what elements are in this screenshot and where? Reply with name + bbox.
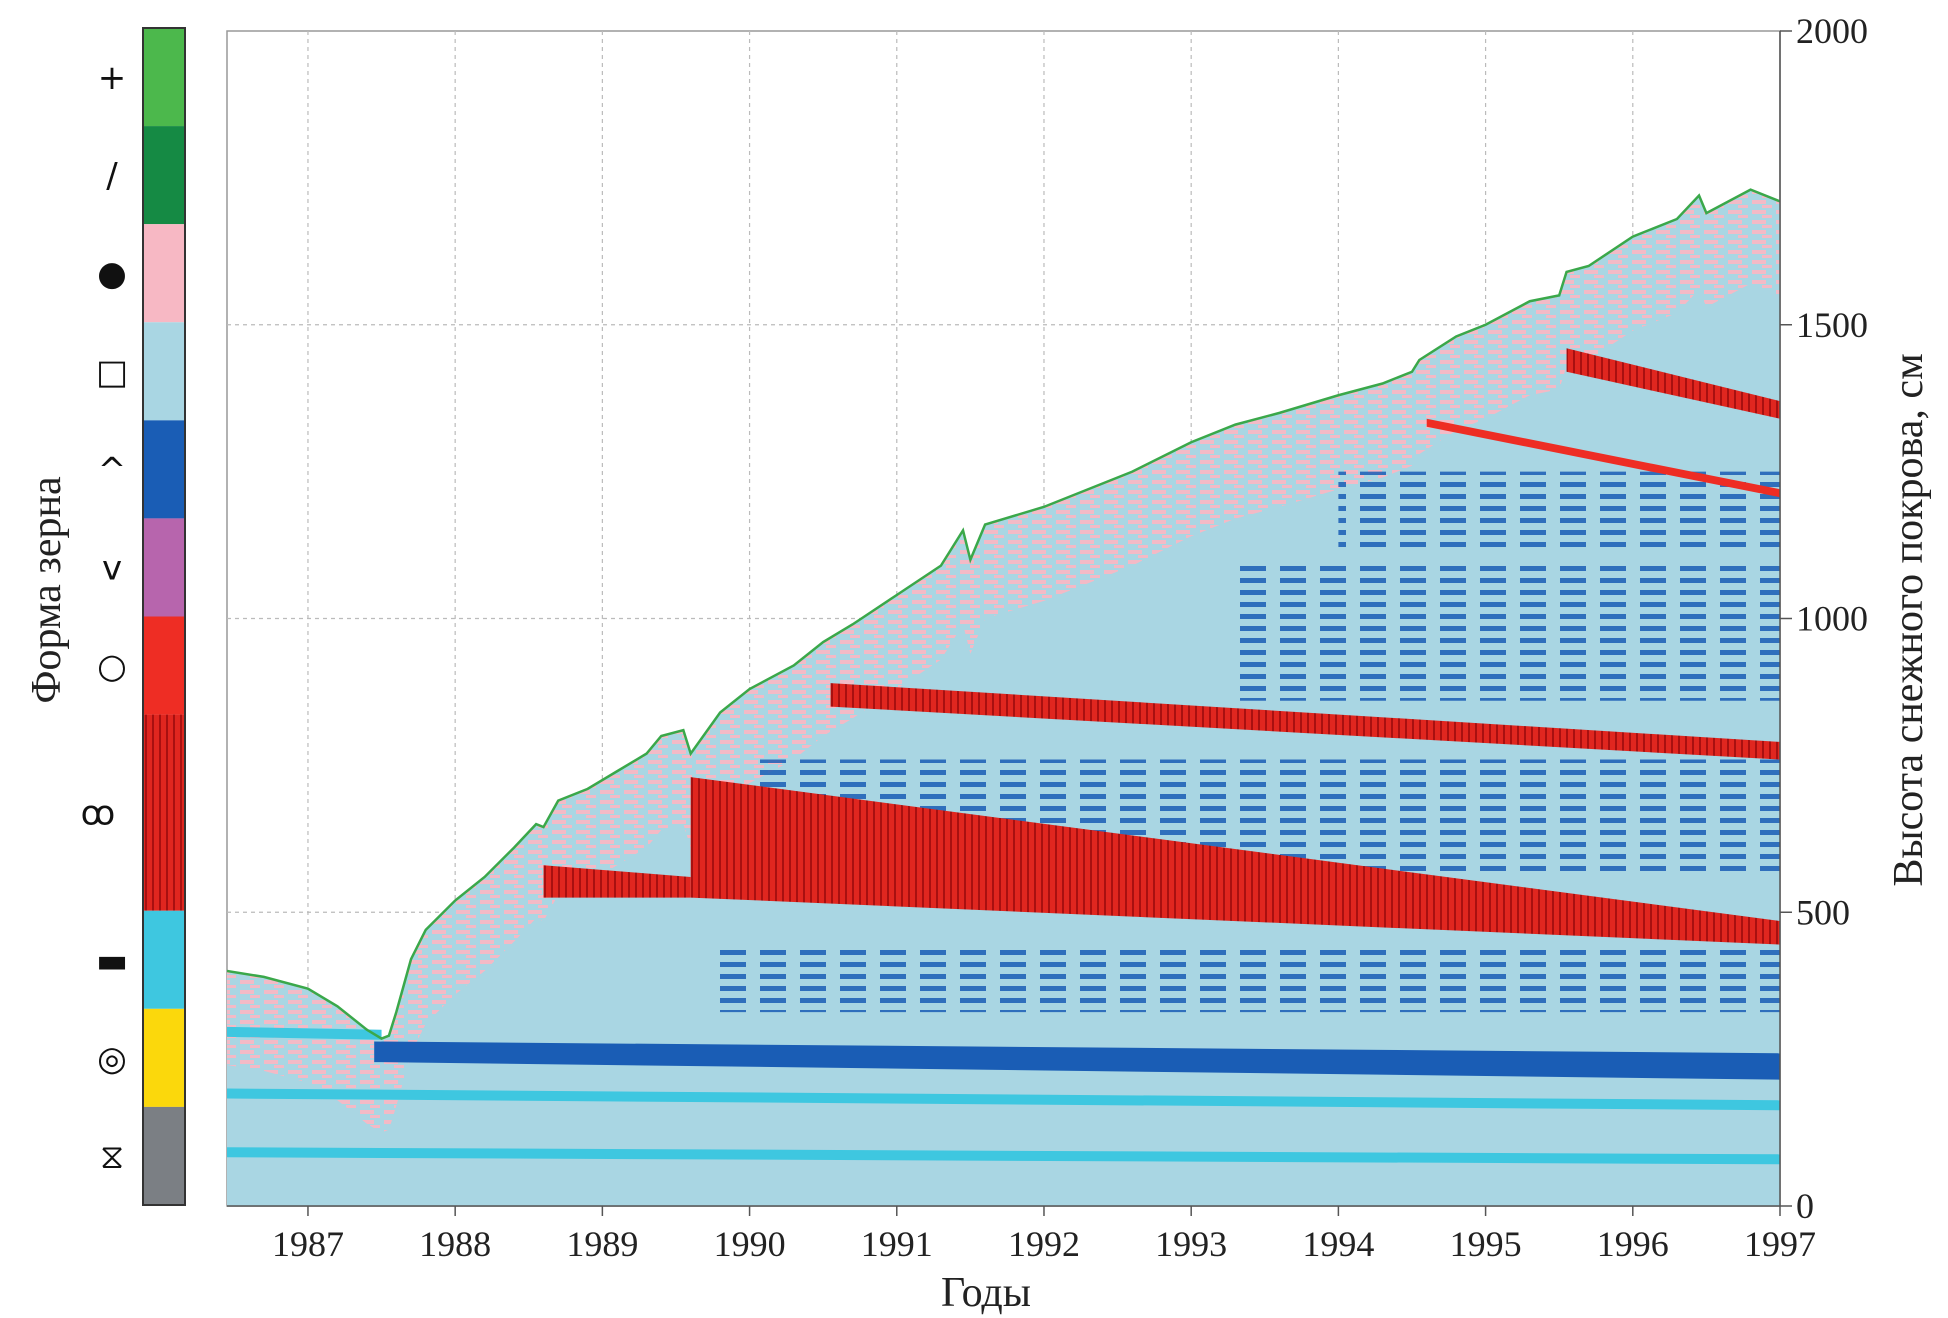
x-tick-label: 1995 [1450,1224,1522,1264]
snow-layer [690,777,1780,945]
snow-layer [374,1041,1780,1080]
colorbar-swatch [143,1008,185,1107]
colorbar-swatch [143,420,185,519]
snow-layer [1426,418,1780,498]
depth-hoar-stipple [712,947,1780,1013]
colorbar-symbol: v [102,548,122,588]
snow-layer [1566,348,1780,419]
snow-surface-line [227,188,1780,1040]
x-tick-label: 1997 [1744,1224,1816,1264]
depth-hoar-stipple [1338,471,1780,548]
colorbar-symbol: ^ [98,450,127,490]
x-tick-label: 1992 [1008,1224,1080,1264]
snow-layer [227,1088,1780,1111]
colorbar-symbol: + [98,58,127,98]
depth-hoar-stipple [1235,559,1780,701]
decomposing-band [227,189,1780,1133]
grain-shape-colorbar: + / ● □ ^ v ○ ꝏ ▬ ◎ ⧖ [81,27,186,1206]
x-tick-label: 1987 [272,1224,344,1264]
colorbar-symbol: / [106,156,118,196]
colorbar-symbol: ꝏ [81,794,116,834]
y-tick-label: 1000 [1796,599,1868,639]
snow-layer [227,1026,382,1040]
colorbar-symbol: ▬ [96,941,128,981]
x-tick-label: 1993 [1155,1224,1227,1264]
colorbar-swatch [143,224,185,323]
snow-layer [543,865,691,898]
x-tick-label: 1994 [1302,1224,1374,1264]
x-tick-label: 1989 [566,1224,638,1264]
x-tick-label: 1991 [861,1224,933,1264]
x-tick-label: 1988 [419,1224,491,1264]
y-tick-label: 1500 [1796,305,1868,345]
snow-layer [227,1147,1780,1165]
x-axis-label: Годы [941,1270,1031,1316]
colorbar-symbol: ◎ [97,1039,127,1079]
colorbar-swatch [143,28,185,127]
colorbar-frame [142,27,186,1206]
y-tick-label: 2000 [1796,11,1868,51]
snow-layers [227,188,1780,1206]
y-axis-label: Высота снежного покрова, см [1886,353,1932,886]
x-tick-label: 1996 [1597,1224,1669,1264]
colorbar-swatch [143,518,185,617]
x-tick-label: 1990 [714,1224,786,1264]
y-tick-label: 0 [1796,1186,1814,1226]
colorbar-swatch [143,910,185,1009]
colorbar-symbol: □ [96,352,128,392]
colorbar-symbol: ⧖ [100,1137,124,1177]
y-axis: 0 500 1000 1500 2000 [1779,11,1868,1226]
colorbar-swatch [143,616,185,715]
colorbar-title: Форма зерна [24,476,70,704]
colorbar-swatch [143,1106,185,1205]
colorbar-swatch [143,322,185,421]
x-axis: 1987 1988 1989 1990 1991 1992 1993 1994 1995 1996… [227,1205,1816,1264]
plot-area [226,30,1781,1207]
y-tick-label: 500 [1796,892,1850,932]
colorbar-symbol: ○ [97,647,127,687]
snow-layer [830,683,1780,760]
colorbar-symbol: ● [97,254,127,294]
colorbar-swatch [143,126,185,225]
colorbar-swatch [143,714,185,911]
